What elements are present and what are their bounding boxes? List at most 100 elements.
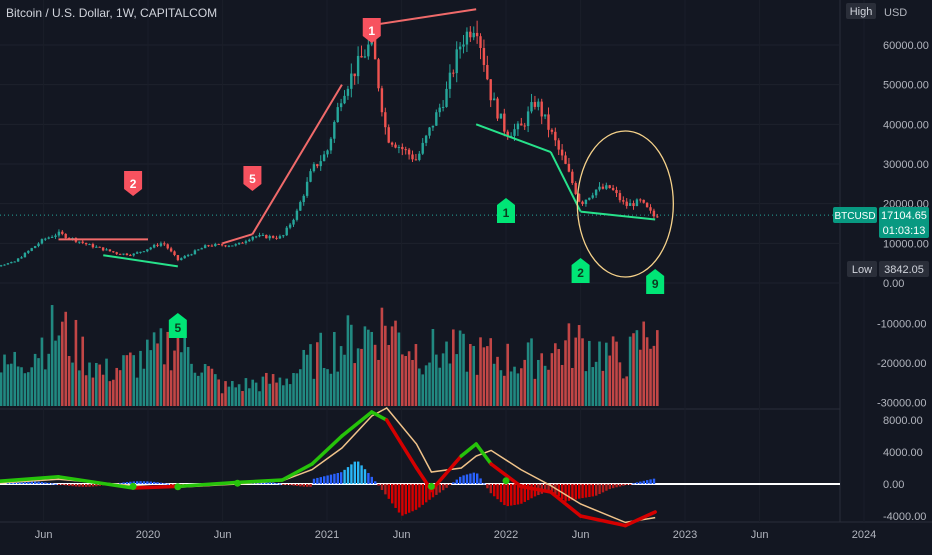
candle-body (95, 246, 98, 248)
volume-bar (489, 338, 493, 406)
candle-body (326, 150, 329, 155)
volume-bar (95, 362, 98, 406)
candle-body (540, 101, 543, 117)
scale-button-label: High (850, 6, 873, 18)
macd-histogram-bar (37, 481, 40, 484)
volume-bar (486, 346, 489, 406)
macd-histogram-bar (445, 484, 448, 488)
red-trendline (222, 233, 253, 245)
macd-line-segment (474, 442, 493, 466)
macd-line-segment (235, 478, 284, 485)
macd-line-segment (429, 454, 463, 493)
volume-bar (588, 340, 591, 406)
macd-histogram-bar (459, 476, 462, 484)
macd-histogram-bar (329, 474, 333, 484)
macd-histogram-bar (309, 484, 312, 487)
candle-body (156, 244, 159, 246)
volume-bar (265, 372, 268, 406)
candle-body (360, 55, 363, 58)
macd-histogram-bar (316, 477, 319, 484)
volume-bar (84, 375, 88, 406)
candle-body (285, 227, 288, 236)
macd-histogram-bar (588, 484, 591, 497)
candle-body (309, 171, 312, 182)
volume-bar (30, 367, 34, 406)
volume-bar (652, 345, 656, 406)
volume-bar (37, 358, 40, 406)
candle-body (6, 263, 10, 265)
count-marker-label: 2 (577, 266, 584, 280)
candle-body (411, 154, 414, 160)
macd-histogram-bar (44, 482, 47, 484)
macd-histogram-bar (326, 475, 329, 484)
macd-histogram-bar (455, 479, 458, 484)
time-tick-label: 2021 (315, 529, 339, 541)
candle-body (625, 201, 628, 206)
green-trendline (549, 151, 582, 213)
macd-line-segment (459, 442, 478, 458)
macd-histogram-bar (336, 472, 339, 484)
volume-bar (577, 325, 581, 406)
volume-bar (642, 321, 646, 406)
volume-tick-label: -20000.00 (877, 358, 927, 370)
candle-body (139, 251, 142, 253)
count-marker-label: 5 (249, 172, 256, 186)
volume-bar (193, 372, 197, 406)
macd-histogram-bar (605, 484, 608, 491)
macd-histogram-bar (442, 484, 445, 491)
volume-bar (278, 377, 282, 406)
volume-bar (421, 374, 425, 406)
volume-bar (465, 371, 469, 406)
macd-histogram-bar (272, 482, 275, 484)
volume-bar (350, 324, 353, 406)
candle-body (169, 248, 173, 252)
candle-body (482, 48, 486, 65)
volume-bar (285, 378, 289, 406)
volume-bar (380, 307, 384, 406)
macd-histogram-bar (452, 482, 455, 484)
candle-body (81, 241, 84, 243)
volume-bar (656, 330, 659, 406)
volume-bar (554, 343, 557, 406)
volume-bar (149, 350, 153, 406)
candle-body (414, 159, 418, 161)
macd-histogram-bar (367, 473, 370, 484)
candle-body (186, 255, 190, 257)
candle-body (632, 203, 635, 207)
macd-histogram-bar (489, 484, 492, 494)
macd-histogram-bar (632, 483, 635, 485)
candle-body (254, 236, 258, 238)
price-tick-label: 10000.00 (883, 238, 929, 250)
time-tick-label: Jun (214, 529, 232, 541)
volume-bar (571, 367, 574, 406)
macd-histogram-bar (486, 484, 489, 489)
volume-bar (190, 363, 193, 406)
macd-histogram-bar (119, 482, 122, 484)
candle-body (394, 144, 397, 148)
scale-button[interactable]: High (846, 3, 876, 19)
volume-bar (550, 353, 554, 406)
volume-bar (282, 385, 285, 406)
candle-body (567, 163, 571, 172)
volume-bar (353, 363, 357, 406)
volume-bar (557, 349, 561, 406)
macd-histogram-bar (71, 484, 74, 487)
candle-body (452, 72, 455, 74)
macd-histogram-bar (265, 481, 268, 484)
macd-histogram-bar (561, 484, 564, 499)
candle-body (217, 243, 220, 245)
volume-bar (581, 338, 584, 406)
volume-bar (543, 365, 547, 406)
low-badge-value: 3842.05 (884, 264, 924, 276)
candle-body (220, 244, 224, 246)
macd-cross-dot (174, 483, 182, 491)
candle-body (292, 219, 295, 225)
count-marker-label: 2 (130, 177, 137, 191)
candle-body (37, 243, 40, 247)
volume-bar (407, 351, 411, 406)
macd-line-segment (280, 462, 314, 482)
candle-body (193, 250, 197, 255)
volume-bar (537, 359, 540, 406)
